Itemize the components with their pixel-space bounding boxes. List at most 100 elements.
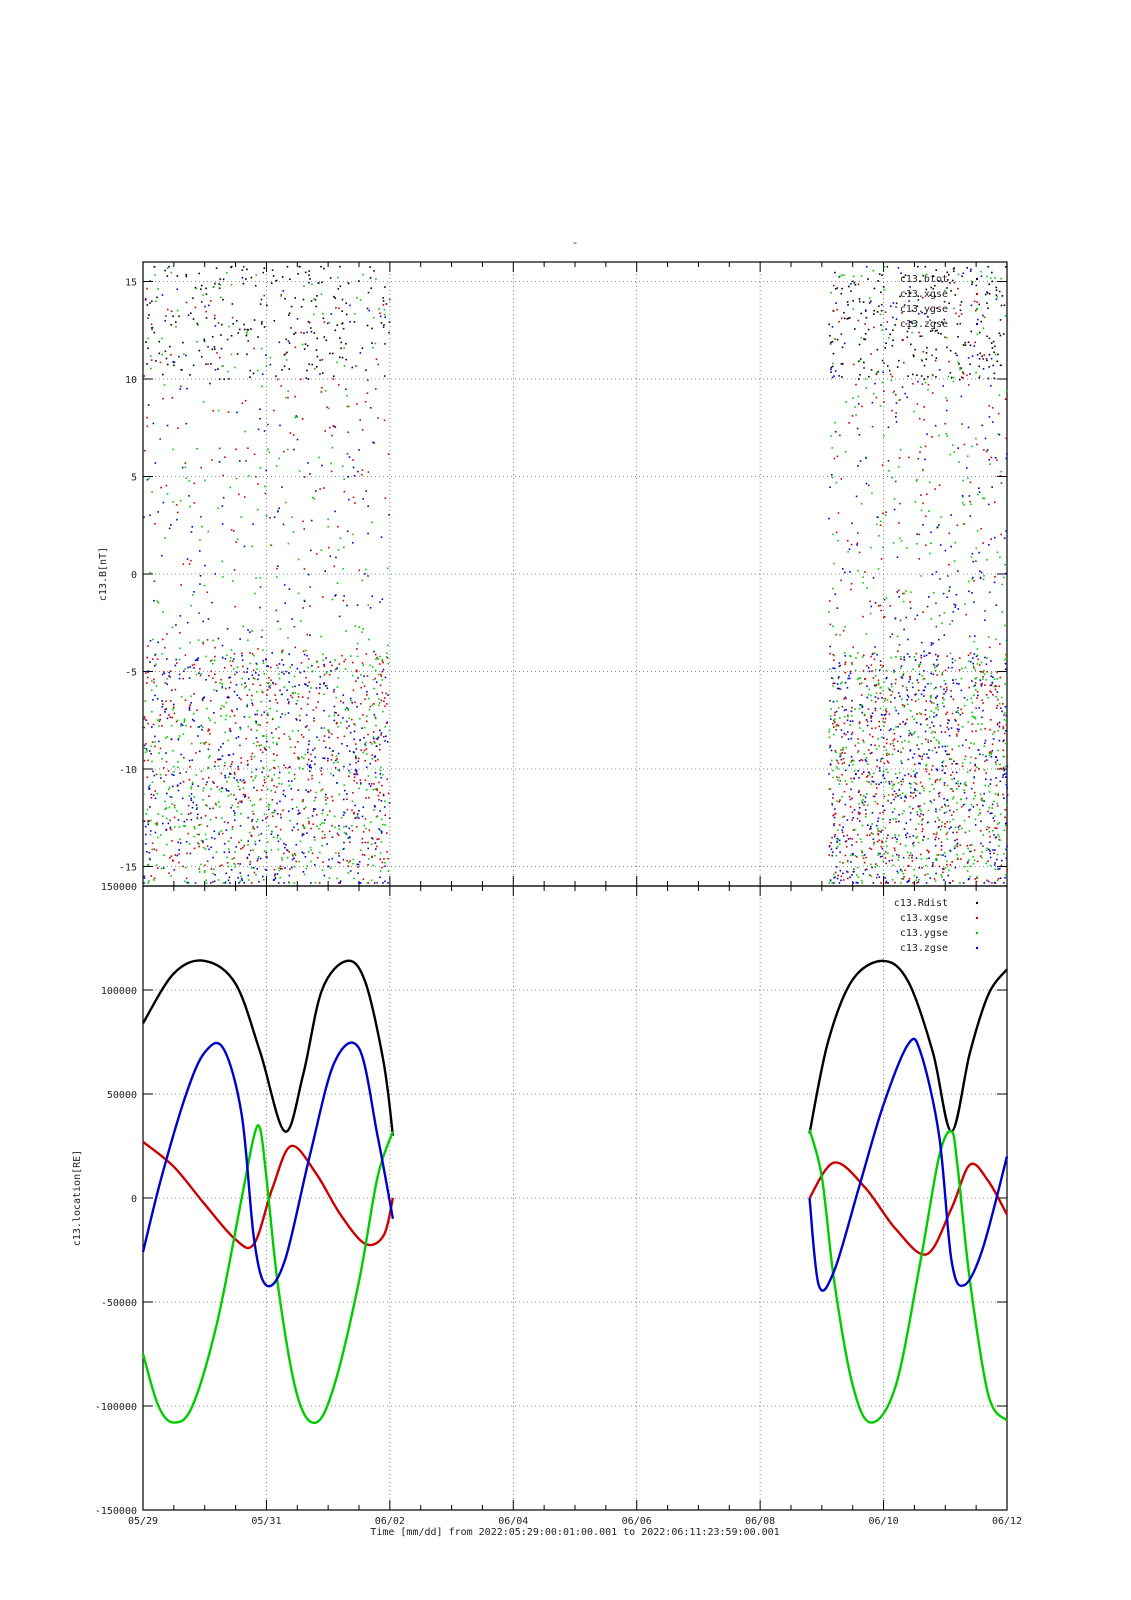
data-point <box>374 771 377 774</box>
data-point <box>957 723 960 726</box>
data-point <box>869 612 872 615</box>
data-point <box>378 704 380 707</box>
data-point <box>362 273 364 276</box>
data-point <box>158 720 161 722</box>
data-point <box>882 818 884 821</box>
data-point <box>143 717 146 720</box>
data-point <box>257 428 260 431</box>
data-point <box>922 689 925 692</box>
data-point <box>970 742 972 744</box>
data-point <box>935 715 937 717</box>
series-c13-zgse <box>143 265 1009 884</box>
data-point <box>839 275 841 278</box>
data-point <box>237 806 239 808</box>
data-point <box>354 625 357 627</box>
data-point <box>974 669 977 671</box>
data-point <box>161 815 164 818</box>
data-point <box>311 777 313 780</box>
data-point <box>261 875 264 878</box>
data-point <box>838 375 840 377</box>
data-point <box>339 285 342 288</box>
data-point <box>356 296 358 299</box>
data-point <box>243 323 245 326</box>
data-point <box>163 854 165 857</box>
data-point <box>997 833 999 836</box>
data-point <box>388 817 391 820</box>
data-point <box>351 809 353 812</box>
data-point <box>382 326 385 328</box>
data-point <box>161 700 163 702</box>
data-point <box>877 682 880 684</box>
data-point <box>151 760 153 763</box>
data-point <box>276 664 278 667</box>
data-point <box>904 723 906 726</box>
data-point <box>996 360 998 363</box>
data-point <box>224 718 227 721</box>
data-point <box>320 769 322 772</box>
data-point <box>897 267 900 269</box>
data-point <box>304 806 307 809</box>
data-point <box>982 804 984 807</box>
data-point <box>861 706 864 709</box>
data-point <box>865 265 868 268</box>
data-point <box>206 591 209 594</box>
data-point <box>989 684 992 687</box>
data-point <box>838 662 841 664</box>
data-point <box>359 739 361 741</box>
data-point <box>1004 824 1007 827</box>
data-point <box>878 767 881 769</box>
data-point <box>233 857 235 859</box>
data-point <box>844 655 847 657</box>
data-point <box>293 675 296 678</box>
data-point <box>946 399 948 402</box>
data-point <box>987 880 990 883</box>
data-point <box>944 866 947 869</box>
data-point <box>944 690 947 693</box>
data-point <box>196 447 198 450</box>
data-point <box>938 434 940 437</box>
data-point <box>952 810 955 813</box>
data-point <box>856 544 858 546</box>
data-point <box>1004 668 1007 670</box>
data-point <box>161 673 164 676</box>
data-point <box>267 665 269 668</box>
data-point <box>874 744 876 747</box>
data-point <box>356 604 359 606</box>
data-point <box>195 804 198 806</box>
data-point <box>306 763 309 766</box>
data-point <box>287 396 289 399</box>
data-point <box>983 449 985 451</box>
data-point <box>907 880 909 883</box>
data-point <box>381 784 383 787</box>
data-point <box>905 836 908 839</box>
data-point <box>858 759 861 762</box>
data-point <box>849 876 851 879</box>
data-point <box>980 798 983 801</box>
data-point <box>349 731 352 734</box>
data-point <box>862 670 865 672</box>
data-point <box>254 284 257 287</box>
data-point <box>960 805 963 808</box>
data-point <box>317 282 320 284</box>
data-point <box>853 281 856 284</box>
data-point <box>218 788 221 791</box>
data-point <box>893 732 896 735</box>
data-point <box>985 778 987 780</box>
data-point <box>989 850 991 852</box>
data-point <box>277 726 280 728</box>
data-point <box>863 753 866 755</box>
data-point <box>272 811 275 814</box>
data-point <box>297 592 300 595</box>
data-point <box>974 757 977 760</box>
data-point <box>241 879 244 882</box>
data-point <box>336 736 339 739</box>
data-point <box>999 839 1001 841</box>
data-point <box>332 750 334 752</box>
data-point <box>1005 874 1007 876</box>
data-point <box>200 516 202 518</box>
data-point <box>265 851 268 854</box>
data-point <box>978 551 980 554</box>
data-point <box>996 677 999 680</box>
data-point <box>1003 882 1005 884</box>
data-point <box>944 745 947 748</box>
